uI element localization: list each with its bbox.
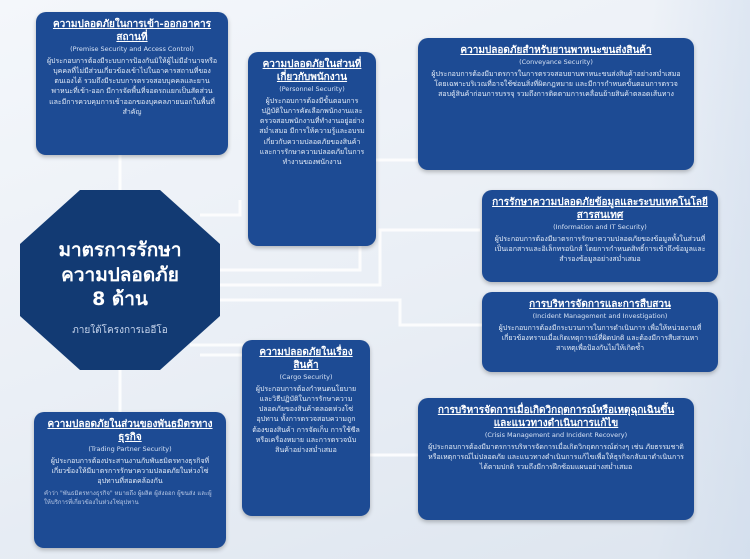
box-body: ผู้ประกอบการต้องมีมาตรการในการตรวจสอบยาน…: [431, 70, 681, 99]
box-subtitle: (Conveyance Security): [519, 58, 593, 66]
box-body: ผู้ประกอบการต้องกำหนดนโยบายและวิธีปฏิบัต…: [252, 385, 360, 454]
center-octagon: มาตรการรักษา ความปลอดภัย 8 ด้าน ภายใต้โค…: [20, 190, 220, 370]
box-crisis-management: การบริหารจัดการเมื่อเกิดวิกฤตการณ์หรือเห…: [418, 398, 694, 520]
box-cargo-security: ความปลอดภัยในเรื่องสินค้า (Cargo Securit…: [242, 340, 370, 516]
box-subtitle: (Incident Management and Investigation): [532, 312, 668, 320]
box-subtitle: (Information and IT Security): [553, 223, 647, 231]
connector-incident: [220, 298, 482, 327]
box-title: การบริหารจัดการเมื่อเกิดวิกฤตการณ์หรือเห…: [437, 405, 675, 429]
box-body: ผู้ประกอบการต้องประสานงานกับพันธมิตรทางธ…: [50, 457, 210, 486]
box-subtitle: (Crisis Management and Incident Recovery…: [484, 431, 628, 439]
center-line-3: 8 ด้าน: [92, 288, 148, 311]
box-body: ผู้ประกอบการต้องมีกระบวนการในการดำเนินกา…: [498, 324, 702, 353]
center-subtitle: ภายใต้โครงการเออีโอ: [72, 325, 168, 336]
connector-info: [220, 228, 480, 287]
box-title: ความปลอดภัยในส่วนที่เกี่ยวกับพนักงาน: [262, 59, 362, 83]
box-trading-partner-security: ความปลอดภัยในส่วนของพันธมิตรทางธุรกิจ (T…: [34, 412, 226, 548]
box-title: ความปลอดภัยในเรื่องสินค้า: [259, 347, 353, 371]
box-subtitle: (Trading Partner Security): [88, 445, 172, 453]
box-body: ผู้ประกอบการต้องมีมาตรการรักษาความปลอดภั…: [494, 235, 706, 264]
box-body: ผู้ประกอบการต้องมีมาตรการบริหารจัดการเมื…: [428, 443, 684, 472]
box-subtitle: (Premise Security and Access Control): [70, 45, 194, 53]
box-body: ผู้ประกอบการต้องมีขั้นตอนการปฏิบัติในการ…: [259, 97, 365, 166]
box-body: ผู้ประกอบการต้องมีระบบการป้องกันมิให้ผู้…: [46, 57, 218, 116]
box-title: ความปลอดภัยในส่วนของพันธมิตรทางธุรกิจ: [47, 419, 213, 443]
center-line-2: ความปลอดภัย: [61, 263, 179, 286]
box-personnel-security: ความปลอดภัยในส่วนที่เกี่ยวกับพนักงาน (Pe…: [248, 52, 376, 246]
box-subtitle: (Cargo Security): [279, 373, 333, 381]
box-information-security: การรักษาความปลอดภัยข้อมูลและระบบเทคโนโลย…: [482, 190, 718, 282]
center-title: มาตรการรักษา ความปลอดภัย 8 ด้าน: [20, 238, 220, 312]
box-conveyance-security: ความปลอดภัยสำหรับยานพาหนะขนส่งสินค้า (Co…: [418, 38, 694, 170]
center-line-1: มาตรการรักษา: [58, 239, 182, 261]
box-access-control: ความปลอดภัยในการเข้า-ออกอาคารสถานที่ (Pr…: [36, 12, 228, 155]
connector-personnel: [200, 200, 242, 217]
box-subtitle: (Personnel Security): [279, 85, 345, 93]
box-title: การบริหารจัดการและการสืบสวน: [529, 299, 671, 310]
box-note: คำว่า "พันธมิตรทางธุรกิจ" หมายถึง ผู้ผลิ…: [44, 490, 212, 506]
box-incident-management: การบริหารจัดการและการสืบสวน (Incident Ma…: [482, 292, 718, 372]
box-title: การรักษาความปลอดภัยข้อมูลและระบบเทคโนโลย…: [492, 197, 708, 221]
box-title: ความปลอดภัยสำหรับยานพาหนะขนส่งสินค้า: [460, 45, 652, 56]
box-title: ความปลอดภัยในการเข้า-ออกอาคารสถานที่: [52, 19, 212, 43]
